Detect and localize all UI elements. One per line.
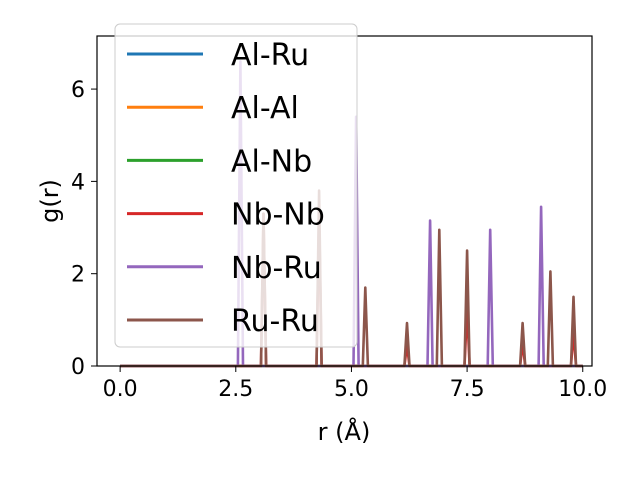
legend-label-ru-ru: Ru-Ru [231, 304, 319, 339]
legend-label-al-al: Al-Al [231, 91, 299, 126]
y-axis-label: g(r) [36, 179, 64, 223]
y-tick-label: 6 [71, 78, 85, 103]
x-axis-label: r (Å) [318, 417, 371, 446]
x-axis: 0.0 2.5 5.0 7.5 10.0 [103, 366, 607, 402]
y-tick-label: 4 [71, 170, 85, 195]
x-tick-label: 0.0 [103, 377, 138, 402]
x-tick-label: 5.0 [334, 377, 369, 402]
x-tick-label: 2.5 [218, 377, 253, 402]
x-tick-label: 7.5 [450, 377, 485, 402]
y-tick-label: 2 [71, 263, 85, 288]
y-axis: 0 2 4 6 [71, 78, 97, 380]
legend-label-al-nb: Al-Nb [231, 144, 312, 179]
legend-label-nb-nb: Nb-Nb [231, 198, 325, 233]
x-tick-label: 10.0 [558, 377, 607, 402]
legend-label-nb-ru: Nb-Ru [231, 251, 322, 286]
legend-label-al-ru: Al-Ru [231, 38, 309, 73]
y-tick-label: 0 [71, 355, 85, 380]
legend: Al-Ru Al-Al Al-Nb Nb-Nb Nb-Ru Ru-Ru [114, 23, 358, 348]
